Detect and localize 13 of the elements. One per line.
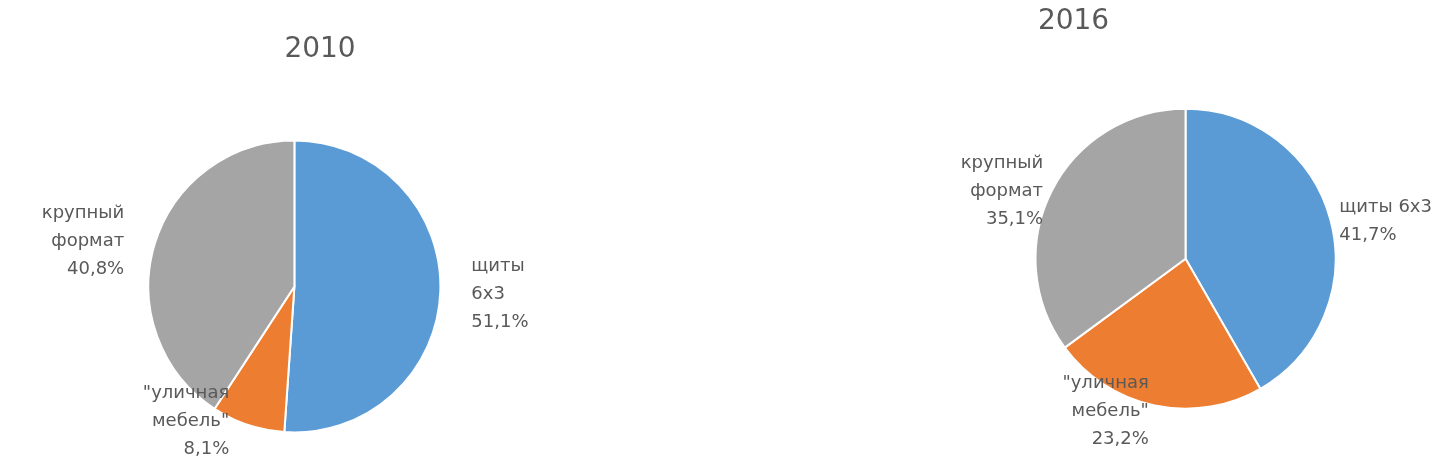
chart-title: 2010 (284, 30, 356, 64)
data-label: 40,8% (67, 257, 125, 279)
slice-label: щиты 6х3 (1339, 194, 1432, 216)
chart-title: 2016 (1037, 2, 1110, 36)
slice-label: крупный формат (41, 201, 125, 251)
data-label: 41,7% (1339, 222, 1397, 244)
slice-label: крупный формат (960, 150, 1044, 200)
data-label: 35,1% (985, 206, 1044, 228)
data-label: 51,1% (471, 309, 529, 331)
data-label: 8,1% (183, 436, 230, 458)
slice-label: "уличная мебель" (142, 380, 230, 430)
data-label: 23,2% (1091, 426, 1149, 448)
slice-label: щиты 6х3 (471, 253, 525, 303)
